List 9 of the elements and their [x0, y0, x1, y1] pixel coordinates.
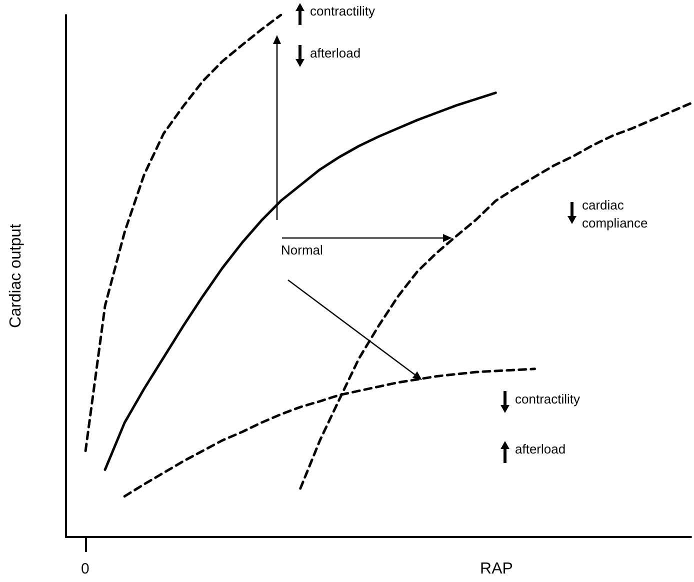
text: 0	[81, 560, 90, 578]
x-axis-title: RAP	[480, 560, 513, 578]
annotation: contractility	[515, 392, 581, 406]
annotation: afterload	[515, 442, 566, 456]
y-axis-title: Cardiac output	[8, 223, 24, 328]
annotation: Normal	[281, 242, 324, 258]
annotation: cardiac compliance	[582, 198, 648, 230]
annotation: contractility	[310, 4, 376, 18]
annotation: afterload	[310, 46, 361, 60]
